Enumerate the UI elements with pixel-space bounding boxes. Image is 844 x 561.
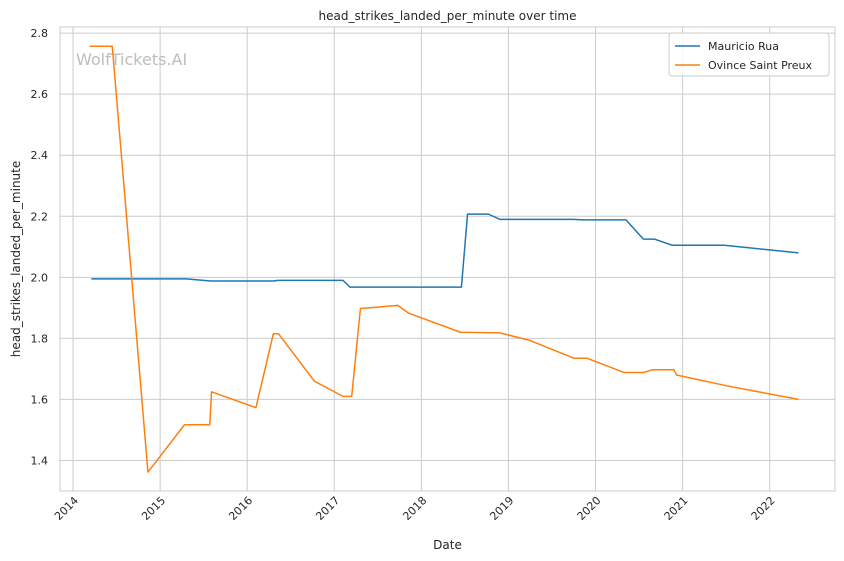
- x-tick-label: 2021: [662, 494, 691, 523]
- x-axis-label: Date: [433, 538, 462, 552]
- legend-box: [668, 32, 830, 77]
- y-tick-labels: 1.4 1.6 1.8 2.0 2.2 2.4 2.6 2.8: [31, 27, 49, 467]
- y-tick-label: 2.8: [31, 27, 49, 40]
- y-tick-label: 1.8: [31, 332, 49, 345]
- x-tick-label: 2015: [139, 494, 168, 523]
- legend-label-ovince-saint-preux: Ovince Saint Preux: [708, 59, 813, 72]
- x-tick-label: 2017: [313, 494, 342, 523]
- x-tick-label: 2016: [226, 494, 255, 523]
- series-line-mauricio-rua: [91, 213, 799, 288]
- y-tick-label: 2.2: [31, 210, 49, 223]
- x-tick-label: 2018: [400, 494, 429, 523]
- chart-title: head_strikes_landed_per_minute over time: [318, 9, 576, 23]
- y-tick-label: 2.0: [31, 271, 49, 284]
- x-tick-label: 2022: [749, 494, 778, 523]
- y-tick-label: 1.4: [31, 454, 49, 467]
- legend: Mauricio Rua Ovince Saint Preux: [668, 32, 830, 77]
- x-tick-label: 2019: [487, 494, 516, 523]
- x-tick-label: 2014: [52, 494, 81, 523]
- series-line-ovince-saint-preux: [89, 45, 799, 473]
- y-tick-label: 2.4: [31, 149, 49, 162]
- x-tick-labels: 2014 2015 2016 2017 2018 2019 2020 2021 2022: [52, 494, 778, 523]
- plot-frame: [59, 26, 836, 492]
- legend-label-mauricio-rua: Mauricio Rua: [708, 40, 779, 53]
- x-tick-label: 2020: [575, 494, 604, 523]
- y-tick-label: 1.6: [31, 393, 49, 406]
- y-tick-label: 2.6: [31, 88, 49, 101]
- series-layer: [89, 45, 799, 473]
- watermark-text: WolfTickets.AI: [76, 50, 187, 69]
- x-gridlines: [72, 27, 771, 491]
- y-gridlines: [60, 32, 835, 461]
- y-axis-label: head_strikes_landed_per_minute: [9, 161, 23, 358]
